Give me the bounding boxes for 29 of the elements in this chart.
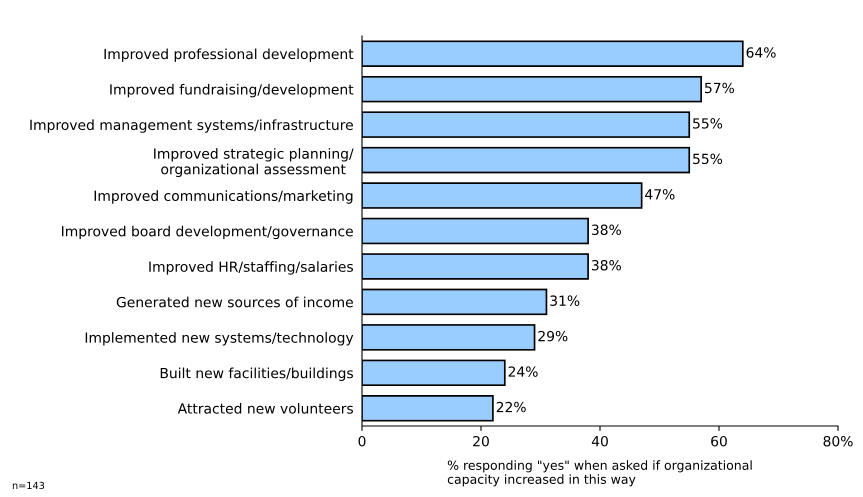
y-tick-label: Improved strategic planning/ organizational assessment (154, 148, 354, 178)
y-tick-label: Improved HR/staffing/salaries (149, 261, 353, 275)
data-label: 38% (592, 260, 621, 270)
data-label: 55% (693, 118, 722, 129)
data-label: 55% (693, 154, 722, 164)
y-tick-label: Implemented new systems/technology (86, 332, 354, 346)
data-label: 29% (538, 330, 568, 342)
data-label: 22% (496, 402, 526, 412)
x-tick-label: 0 (358, 436, 366, 446)
y-tick-label: Improved management systems/infrastructure (30, 119, 353, 133)
y-tick-label: Improved communications/marketing (94, 190, 352, 204)
data-label: 38% (592, 224, 621, 236)
y-tick-label: Generated new sources of income (116, 296, 353, 308)
data-label: 31% (550, 295, 580, 306)
data-label: 47% (645, 189, 675, 200)
x-tick-label: 60 (711, 436, 727, 446)
y-tick-label: Improved fundraising/development (110, 84, 354, 98)
x-axis-title: % responding "yes" when asked if organizational capacity increased in this way (448, 460, 752, 486)
x-tick-label: 20 (473, 436, 489, 446)
data-label: 24% (508, 366, 538, 377)
text: n=143 (12, 482, 44, 490)
data-label: 57% (705, 82, 734, 94)
y-tick-label: Improved professional development (104, 48, 354, 62)
y-tick-label: Built new facilities/buildings (160, 368, 353, 381)
x-tick-label: 40 (592, 436, 608, 446)
data-label: 64% (746, 47, 776, 58)
x-tick-label: 80% (824, 436, 853, 446)
y-tick-label: Attracted new volunteers (178, 402, 353, 414)
y-tick-label: Improved board development/governance (62, 226, 353, 240)
